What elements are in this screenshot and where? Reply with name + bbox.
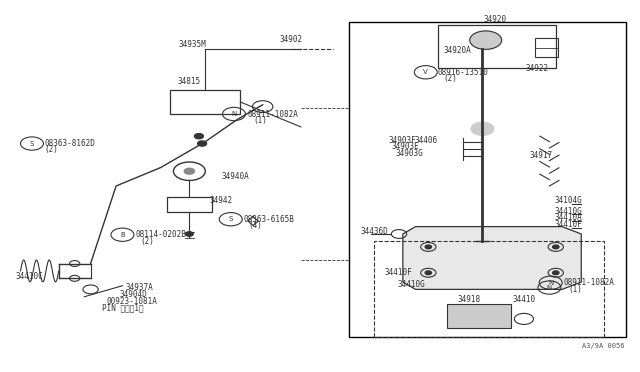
Circle shape — [186, 232, 193, 236]
Text: 34410F: 34410F — [385, 268, 413, 277]
Text: (4): (4) — [248, 221, 262, 230]
Bar — [170, 90, 241, 114]
Text: N: N — [231, 111, 237, 117]
Text: 34903E: 34903E — [392, 142, 419, 151]
Text: 34935M: 34935M — [179, 41, 207, 49]
Text: S: S — [30, 141, 34, 147]
Text: V: V — [424, 69, 428, 75]
Text: 34410A: 34410A — [554, 213, 582, 222]
Circle shape — [470, 31, 502, 49]
Circle shape — [471, 122, 494, 135]
Text: S: S — [228, 216, 233, 222]
Text: (1): (1) — [253, 116, 267, 125]
Text: 08916-13510: 08916-13510 — [438, 68, 489, 77]
Text: 34436D: 34436D — [360, 227, 388, 235]
Text: 34410G: 34410G — [397, 280, 426, 289]
Text: 34942: 34942 — [210, 196, 233, 205]
Circle shape — [195, 134, 204, 139]
Bar — [167, 197, 212, 212]
Text: 34410C: 34410C — [15, 272, 43, 280]
Circle shape — [184, 168, 195, 174]
Bar — [535, 38, 557, 57]
Bar — [447, 304, 511, 328]
Text: 34940A: 34940A — [221, 171, 249, 180]
Circle shape — [552, 245, 559, 249]
Text: (1): (1) — [568, 285, 582, 294]
Text: A3/9A 0056: A3/9A 0056 — [582, 343, 625, 349]
Text: 08911-1082A: 08911-1082A — [563, 278, 614, 287]
Text: N: N — [548, 280, 554, 286]
Text: 34917: 34917 — [529, 151, 552, 160]
Text: 34815: 34815 — [178, 77, 201, 86]
Text: (2): (2) — [140, 237, 154, 246]
Text: 34903G: 34903G — [395, 149, 423, 158]
Text: (2): (2) — [45, 145, 59, 154]
Polygon shape — [403, 227, 581, 289]
Circle shape — [425, 245, 431, 249]
Text: 34104G: 34104G — [554, 196, 582, 205]
Text: 08363-8162D: 08363-8162D — [45, 139, 95, 148]
Text: 08363-6165B: 08363-6165B — [244, 215, 294, 224]
Circle shape — [552, 271, 559, 275]
Text: 34918: 34918 — [457, 295, 480, 304]
Circle shape — [425, 271, 431, 275]
Text: 34922: 34922 — [525, 64, 548, 73]
Text: 00923-1081A: 00923-1081A — [106, 297, 157, 306]
Text: PIN ピン（1）: PIN ピン（1） — [102, 303, 144, 312]
Text: 08911-1082A: 08911-1082A — [248, 109, 299, 119]
Text: 34406: 34406 — [414, 136, 437, 145]
Text: 34902: 34902 — [280, 35, 303, 44]
Text: 34410F: 34410F — [554, 220, 582, 229]
Text: (2): (2) — [443, 74, 457, 83]
Bar — [374, 241, 604, 337]
Text: B: B — [120, 232, 125, 238]
Circle shape — [198, 141, 207, 146]
Bar — [438, 25, 556, 68]
Text: 34410: 34410 — [513, 295, 536, 304]
Bar — [349, 22, 626, 337]
Text: 34903F: 34903F — [388, 136, 416, 145]
Text: 34904D: 34904D — [119, 290, 147, 299]
Text: N: N — [547, 285, 552, 291]
Text: 08114-0202B: 08114-0202B — [135, 230, 186, 239]
Text: 34937A: 34937A — [125, 283, 154, 292]
Text: 34410G: 34410G — [554, 206, 582, 216]
Text: 34920: 34920 — [484, 15, 507, 23]
Text: 34920A: 34920A — [443, 46, 471, 55]
